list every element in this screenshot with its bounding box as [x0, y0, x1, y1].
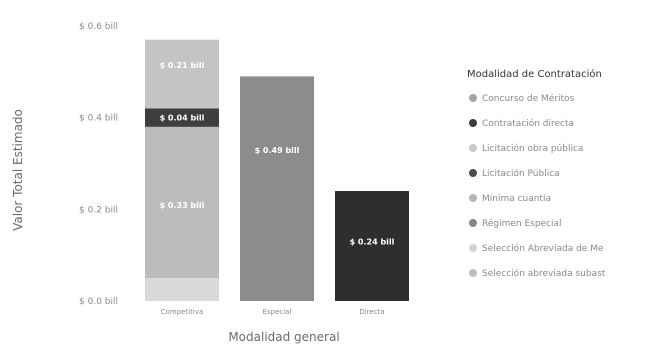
bars	[145, 39, 409, 302]
bar-segment[interactable]	[145, 278, 219, 301]
legend-swatch	[469, 219, 477, 227]
y-axis-title: Valor Total Estimado	[11, 109, 25, 231]
legend-item-label[interactable]: Concurso de Méritos	[482, 93, 575, 104]
legend-item-label[interactable]: Selección abreviada subast	[482, 268, 606, 279]
data-label: $ 0.49 bill	[255, 146, 300, 155]
x-tick-label: Especial	[263, 308, 292, 316]
legend-item-label[interactable]: Licitación Pública	[482, 168, 560, 179]
y-axis-ticks: $ 0.0 bill $ 0.2 bill $ 0.4 bill $ 0.6 bill	[79, 22, 118, 307]
legend-swatch	[469, 269, 477, 277]
x-axis-ticks: Competitiva Especial Directa	[161, 308, 385, 316]
bar-segment[interactable]	[335, 191, 409, 301]
legend-swatch	[469, 119, 477, 127]
x-axis-title: Modalidad general	[228, 330, 339, 344]
legend-swatch	[469, 169, 477, 177]
y-tick-label: $ 0.4 bill	[79, 114, 118, 124]
bar-segment[interactable]	[145, 39, 219, 109]
data-label: $ 0.04 bill	[160, 114, 205, 123]
x-tick-label: Directa	[359, 308, 384, 316]
y-tick-label: $ 0.6 bill	[79, 22, 118, 32]
legend-item-label[interactable]: Contratación directa	[482, 118, 574, 129]
bar-segment[interactable]	[240, 76, 314, 302]
legend-title: Modalidad de Contratación	[467, 68, 602, 80]
y-tick-label: $ 0.0 bill	[79, 297, 118, 307]
data-label: $ 0.24 bill	[350, 237, 395, 246]
legend-swatch	[469, 194, 477, 202]
bar-segment[interactable]	[145, 108, 219, 127]
legend-swatch	[469, 244, 477, 252]
legend-item-label[interactable]: Régimen Especial	[482, 218, 562, 229]
legend: Modalidad de Contratación Concurso de Mé…	[467, 68, 606, 279]
legend-item-label[interactable]: Mínima cuantía	[482, 194, 551, 204]
data-label: $ 0.21 bill	[160, 61, 205, 70]
legend-swatch	[469, 94, 477, 102]
data-label: $ 0.33 bill	[160, 201, 205, 210]
data-labels: $ 0.33 bill $ 0.04 bill $ 0.21 bill $ 0.49 …	[160, 61, 395, 246]
x-tick-label: Competitiva	[161, 308, 204, 316]
y-tick-label: $ 0.2 bill	[79, 205, 118, 215]
legend-item-label[interactable]: Selección Abreviada de Me	[482, 243, 604, 254]
legend-swatch	[469, 144, 477, 152]
bar-segment[interactable]	[145, 126, 219, 279]
legend-item-label[interactable]: Licitación obra pública	[482, 143, 583, 154]
